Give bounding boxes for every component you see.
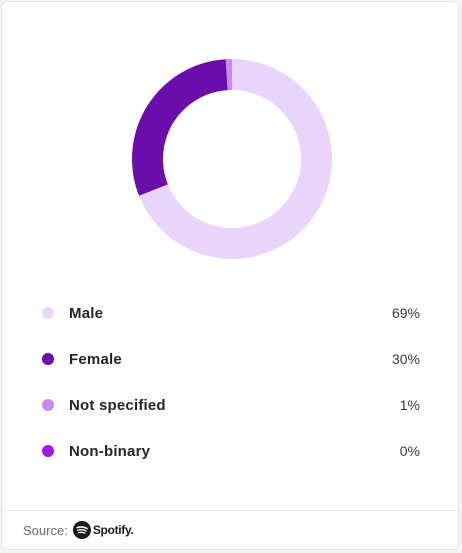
- legend-swatch-non-binary: [42, 445, 54, 457]
- donut-slice-female[interactable]: [131, 59, 228, 196]
- legend-value: 0%: [399, 443, 420, 459]
- donut-chart: [2, 2, 458, 292]
- donut-slice-male[interactable]: [139, 59, 333, 259]
- legend-label: Female: [69, 350, 122, 368]
- spotify-logo: Spotify.: [72, 521, 134, 539]
- legend-swatch-not-specified: [42, 399, 54, 411]
- legend-value: 69%: [391, 305, 420, 321]
- legend-item-not-specified: Not specified 1%: [42, 382, 420, 428]
- donut-slice-not-specified[interactable]: [225, 59, 232, 91]
- spotify-logo-icon: [72, 521, 91, 539]
- legend-value: 1%: [399, 397, 420, 413]
- legend: Male 69% Female 30% Not specified 1% Non…: [42, 290, 420, 474]
- legend-item-female: Female 30%: [42, 336, 420, 382]
- spotify-wordmark: Spotify.: [92, 523, 134, 537]
- source-footer: Source: Spotify.: [2, 510, 458, 549]
- legend-value: 30%: [391, 351, 420, 367]
- legend-label: Not specified: [69, 396, 166, 414]
- legend-item-non-binary: Non-binary 0%: [42, 428, 420, 474]
- source-label: Source:: [23, 522, 68, 538]
- legend-item-male: Male 69%: [42, 290, 420, 336]
- legend-swatch-male: [42, 307, 54, 319]
- legend-label: Non-binary: [69, 442, 151, 460]
- legend-label: Male: [69, 304, 104, 322]
- legend-swatch-female: [42, 353, 54, 365]
- donut-chart-svg: [131, 59, 333, 259]
